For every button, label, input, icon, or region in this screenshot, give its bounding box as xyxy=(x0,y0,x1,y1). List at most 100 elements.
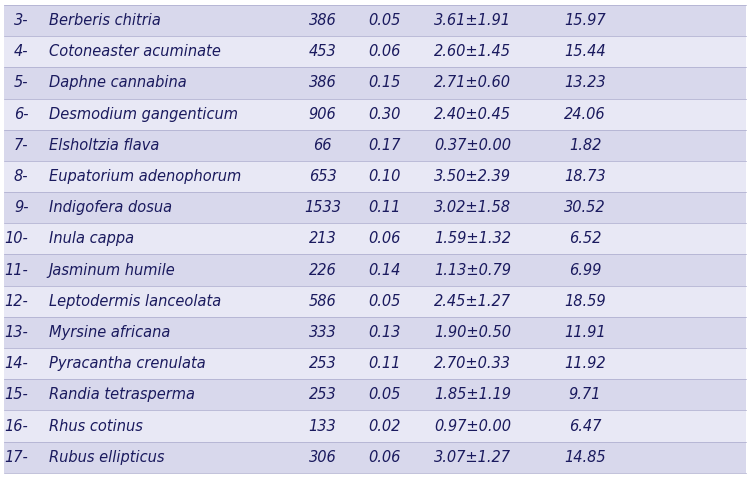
Text: 0.97±0.00: 0.97±0.00 xyxy=(434,419,511,434)
Text: 653: 653 xyxy=(309,169,336,184)
Text: 0.30: 0.30 xyxy=(368,107,401,122)
Text: 13-: 13- xyxy=(4,325,28,340)
Bar xyxy=(4,224,746,254)
Text: 0.17: 0.17 xyxy=(368,138,401,153)
Text: 15.44: 15.44 xyxy=(564,44,606,59)
Text: 11-: 11- xyxy=(4,262,28,277)
Bar xyxy=(4,254,746,285)
Text: 3.02±1.58: 3.02±1.58 xyxy=(434,200,511,215)
Text: 15-: 15- xyxy=(4,387,28,402)
Text: 2.45±1.27: 2.45±1.27 xyxy=(434,294,511,309)
Text: 18.73: 18.73 xyxy=(564,169,606,184)
Bar xyxy=(4,442,746,473)
Bar xyxy=(4,67,746,99)
Text: 0.02: 0.02 xyxy=(368,419,401,434)
Text: 0.06: 0.06 xyxy=(368,450,401,465)
Text: 2.60±1.45: 2.60±1.45 xyxy=(434,44,511,59)
Bar xyxy=(4,285,746,317)
Bar xyxy=(4,99,746,130)
Text: 1.59±1.32: 1.59±1.32 xyxy=(434,232,511,247)
Text: 386: 386 xyxy=(309,13,336,28)
Text: 586: 586 xyxy=(309,294,336,309)
Text: Rubus ellipticus: Rubus ellipticus xyxy=(49,450,164,465)
Text: 12-: 12- xyxy=(4,294,28,309)
Text: 6.47: 6.47 xyxy=(568,419,602,434)
Text: 2.71±0.60: 2.71±0.60 xyxy=(434,75,511,90)
Bar xyxy=(4,410,746,442)
Text: Cotoneaster acuminate: Cotoneaster acuminate xyxy=(49,44,220,59)
Text: 6.52: 6.52 xyxy=(568,232,602,247)
Text: 24.06: 24.06 xyxy=(564,107,606,122)
Text: 0.37±0.00: 0.37±0.00 xyxy=(434,138,511,153)
Text: 9-: 9- xyxy=(14,200,28,215)
Bar xyxy=(4,161,746,192)
Text: 11.91: 11.91 xyxy=(564,325,606,340)
Text: 66: 66 xyxy=(314,138,332,153)
Text: 9.71: 9.71 xyxy=(568,387,602,402)
Text: 1.82: 1.82 xyxy=(568,138,602,153)
Text: 15.97: 15.97 xyxy=(564,13,606,28)
Text: 7-: 7- xyxy=(14,138,28,153)
Text: 0.05: 0.05 xyxy=(368,387,401,402)
Text: 3.50±2.39: 3.50±2.39 xyxy=(434,169,511,184)
Text: 6-: 6- xyxy=(14,107,28,122)
Text: 14.85: 14.85 xyxy=(564,450,606,465)
Text: 386: 386 xyxy=(309,75,336,90)
Text: 1533: 1533 xyxy=(304,200,341,215)
Text: 0.05: 0.05 xyxy=(368,13,401,28)
Text: 453: 453 xyxy=(309,44,336,59)
Text: 4-: 4- xyxy=(14,44,28,59)
Text: Pyracantha crenulata: Pyracantha crenulata xyxy=(49,356,206,371)
Text: Daphne cannabina: Daphne cannabina xyxy=(49,75,187,90)
Text: 0.13: 0.13 xyxy=(368,325,401,340)
Text: 0.06: 0.06 xyxy=(368,44,401,59)
Text: Inula cappa: Inula cappa xyxy=(49,232,134,247)
Bar xyxy=(4,130,746,161)
Text: Rhus cotinus: Rhus cotinus xyxy=(49,419,142,434)
Text: 17-: 17- xyxy=(4,450,28,465)
Text: 226: 226 xyxy=(309,262,336,277)
Text: Indigofera dosua: Indigofera dosua xyxy=(49,200,172,215)
Text: 253: 253 xyxy=(309,356,336,371)
Text: 2.70±0.33: 2.70±0.33 xyxy=(434,356,511,371)
Text: 253: 253 xyxy=(309,387,336,402)
Bar xyxy=(4,5,746,36)
Text: 213: 213 xyxy=(309,232,336,247)
Text: 0.14: 0.14 xyxy=(368,262,401,277)
Text: 5-: 5- xyxy=(14,75,28,90)
Text: 906: 906 xyxy=(309,107,336,122)
Text: 0.11: 0.11 xyxy=(368,356,401,371)
Text: 18.59: 18.59 xyxy=(564,294,606,309)
Text: 0.06: 0.06 xyxy=(368,232,401,247)
Text: 16-: 16- xyxy=(4,419,28,434)
Text: Leptodermis lanceolata: Leptodermis lanceolata xyxy=(49,294,221,309)
Text: Desmodium gangenticum: Desmodium gangenticum xyxy=(49,107,238,122)
Text: 1.90±0.50: 1.90±0.50 xyxy=(434,325,511,340)
Text: 10-: 10- xyxy=(4,232,28,247)
Text: 14-: 14- xyxy=(4,356,28,371)
Text: Randia tetrasperma: Randia tetrasperma xyxy=(49,387,195,402)
Text: Eupatorium adenophorum: Eupatorium adenophorum xyxy=(49,169,241,184)
Text: 306: 306 xyxy=(309,450,336,465)
Text: 333: 333 xyxy=(309,325,336,340)
Bar xyxy=(4,317,746,348)
Text: 3.61±1.91: 3.61±1.91 xyxy=(434,13,511,28)
Text: 11.92: 11.92 xyxy=(564,356,606,371)
Text: 30.52: 30.52 xyxy=(564,200,606,215)
Bar xyxy=(4,348,746,379)
Text: 6.99: 6.99 xyxy=(568,262,602,277)
Text: 0.10: 0.10 xyxy=(368,169,401,184)
Text: 13.23: 13.23 xyxy=(564,75,606,90)
Text: 0.11: 0.11 xyxy=(368,200,401,215)
Text: 1.13±0.79: 1.13±0.79 xyxy=(434,262,511,277)
Text: 2.40±0.45: 2.40±0.45 xyxy=(434,107,511,122)
Text: 0.15: 0.15 xyxy=(368,75,401,90)
Bar xyxy=(4,379,746,410)
Text: Berberis chitria: Berberis chitria xyxy=(49,13,160,28)
Text: 3-: 3- xyxy=(14,13,28,28)
Text: 133: 133 xyxy=(309,419,336,434)
Text: 3.07±1.27: 3.07±1.27 xyxy=(434,450,511,465)
Text: Elsholtzia flava: Elsholtzia flava xyxy=(49,138,159,153)
Text: 8-: 8- xyxy=(14,169,28,184)
Text: Jasminum humile: Jasminum humile xyxy=(49,262,176,277)
